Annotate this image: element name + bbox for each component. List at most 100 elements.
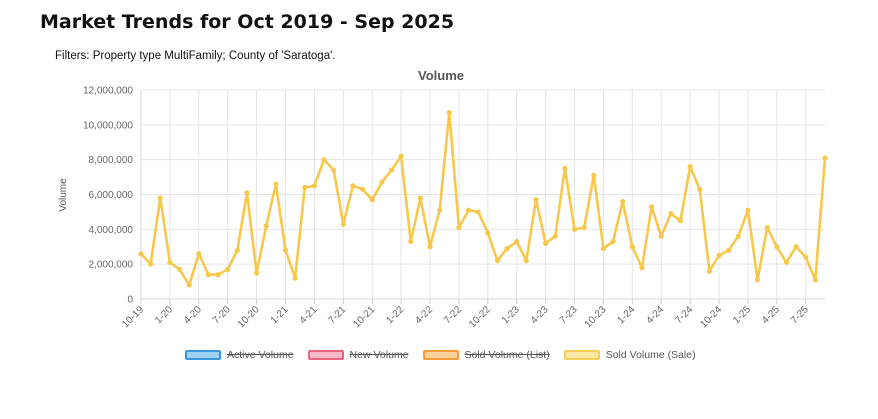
legend-swatch [185, 350, 221, 360]
data-point[interactable] [282, 247, 289, 253]
y-tick-label: 6,000,000 [89, 190, 134, 201]
x-tick-label: 10-23 [583, 304, 609, 330]
data-point[interactable] [543, 240, 549, 246]
data-point[interactable] [591, 172, 597, 178]
data-point[interactable] [562, 165, 568, 171]
y-axis-label: Volume [58, 178, 69, 212]
x-tick-label: 10-20 [236, 304, 262, 330]
data-point[interactable] [504, 245, 510, 252]
data-point[interactable] [648, 204, 655, 210]
page-title: Market Trends for Oct 2019 - Sep 2025 [40, 11, 455, 33]
data-point[interactable] [446, 110, 452, 116]
data-point[interactable] [263, 223, 269, 229]
data-point[interactable] [475, 209, 481, 215]
data-point[interactable] [321, 157, 327, 163]
x-tick-label: 4-21 [298, 304, 320, 326]
legend-swatch [422, 350, 459, 360]
data-point[interactable] [793, 244, 799, 250]
data-point[interactable] [600, 245, 607, 252]
data-point[interactable] [417, 195, 423, 201]
x-tick-label: 7-23 [558, 304, 580, 326]
y-tick-label: 4,000,000 [89, 225, 134, 236]
x-tick-label: 1-25 [731, 304, 753, 326]
legend-label: Sold Volume (List) [464, 349, 550, 361]
data-point[interactable] [571, 226, 578, 232]
legend-label: New Volume [349, 349, 409, 361]
data-point[interactable] [552, 233, 558, 239]
legend-item[interactable]: Sold Volume (List) [422, 349, 550, 361]
data-point[interactable] [465, 207, 472, 213]
data-point[interactable] [735, 233, 741, 239]
volume-line-chart: Volume Volume 0 2,000,000 4,000,000 6,000,0… [58, 68, 828, 330]
data-point[interactable] [388, 167, 395, 173]
data-point[interactable] [533, 197, 539, 203]
data-point[interactable] [658, 233, 664, 239]
legend-item[interactable]: Sold Volume (Sale) [563, 349, 696, 361]
data-point[interactable] [408, 238, 414, 245]
data-point[interactable] [138, 251, 144, 257]
data-point[interactable] [639, 265, 645, 271]
data-point[interactable] [369, 197, 375, 203]
data-point[interactable] [234, 247, 240, 253]
x-tick-label: 7-21 [326, 304, 348, 326]
legend-item[interactable]: New Volume [307, 349, 409, 361]
data-point[interactable] [812, 277, 818, 283]
data-point[interactable] [803, 254, 809, 260]
data-point[interactable] [697, 186, 703, 192]
data-point[interactable] [340, 221, 346, 227]
data-point[interactable] [581, 224, 587, 231]
data-point[interactable] [706, 268, 712, 274]
data-point[interactable] [687, 164, 693, 170]
data-point[interactable] [225, 266, 231, 272]
data-point[interactable] [610, 238, 616, 245]
data-point[interactable] [620, 198, 626, 205]
series-sold-volume-sale [138, 110, 828, 288]
data-point[interactable] [205, 272, 212, 278]
data-point[interactable] [754, 277, 761, 283]
data-point[interactable] [523, 258, 529, 264]
x-tick-label: 7-25 [789, 304, 811, 326]
data-point[interactable] [668, 211, 674, 217]
data-point[interactable] [167, 259, 173, 266]
data-point[interactable] [514, 238, 520, 245]
data-point[interactable] [148, 261, 154, 267]
data-point[interactable] [783, 259, 790, 266]
data-point[interactable] [273, 181, 279, 187]
x-tick-label: 1-20 [153, 304, 175, 326]
data-point[interactable] [774, 244, 780, 250]
data-point[interactable] [764, 224, 770, 231]
data-point[interactable] [215, 272, 221, 278]
data-point[interactable] [379, 179, 385, 185]
x-tick-labels: 10-19 1-20 4-20 7-20 10-20 1-21 4-21 7-21 10-21 1… [120, 304, 811, 330]
data-point[interactable] [456, 224, 462, 231]
data-point[interactable] [398, 153, 404, 159]
data-point[interactable] [629, 244, 635, 250]
data-point[interactable] [302, 184, 308, 191]
data-point[interactable] [196, 251, 202, 257]
data-point[interactable] [822, 155, 828, 161]
data-point[interactable] [331, 167, 337, 173]
data-point[interactable] [311, 183, 318, 189]
data-point[interactable] [292, 275, 298, 281]
data-point[interactable] [350, 183, 356, 189]
data-point[interactable] [427, 244, 433, 250]
chart-legend: Active Volume New Volume Sold Volume (List… [185, 349, 710, 361]
data-point[interactable] [359, 186, 366, 192]
x-tick-label: 4-22 [413, 304, 435, 326]
data-point[interactable] [494, 258, 501, 264]
data-point[interactable] [254, 270, 260, 276]
x-tick-label: 1-22 [384, 304, 406, 326]
x-tick-label: 7-22 [442, 304, 464, 326]
data-point[interactable] [677, 218, 684, 224]
data-point[interactable] [726, 247, 732, 253]
legend-item[interactable]: Active Volume [185, 349, 294, 361]
data-point[interactable] [437, 207, 443, 213]
data-point[interactable] [716, 252, 722, 259]
x-tick-label: 7-24 [673, 304, 695, 326]
data-point[interactable] [157, 195, 163, 201]
data-point[interactable] [485, 230, 491, 236]
data-point[interactable] [176, 266, 183, 272]
data-point[interactable] [186, 282, 192, 288]
data-point[interactable] [244, 190, 250, 196]
data-point[interactable] [745, 207, 751, 213]
